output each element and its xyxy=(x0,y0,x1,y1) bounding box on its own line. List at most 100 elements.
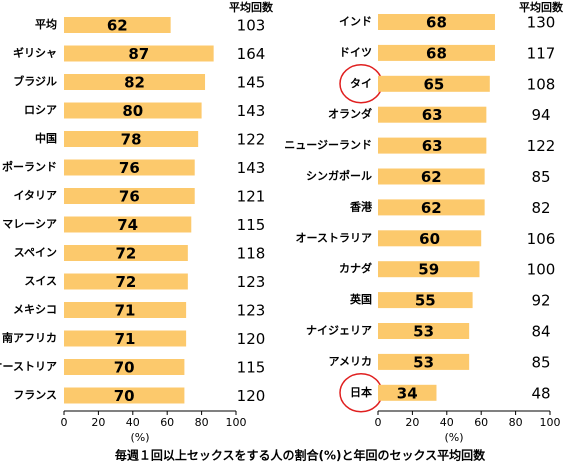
value-label: 34 xyxy=(397,384,418,402)
category-label: ギリシャ xyxy=(13,46,57,60)
category-label: インド xyxy=(339,15,372,28)
count-label: 100 xyxy=(527,261,556,279)
category-label: オランダ xyxy=(328,107,372,121)
category-label: タイ xyxy=(350,77,372,90)
value-label: 74 xyxy=(117,216,138,234)
x-axis-label: (%) xyxy=(444,431,463,444)
x-tick-label: 60 xyxy=(160,416,174,429)
count-label: 145 xyxy=(237,74,266,92)
count-label: 120 xyxy=(237,387,266,405)
value-label: 62 xyxy=(421,168,442,186)
count-label: 143 xyxy=(237,159,266,177)
x-tick-label: 0 xyxy=(61,416,68,429)
bar xyxy=(64,245,188,261)
bar xyxy=(64,387,185,404)
x-tick-label: 20 xyxy=(405,416,419,429)
value-label: 76 xyxy=(119,188,140,206)
category-label: オーストリア xyxy=(0,360,57,373)
x-axis-label: (%) xyxy=(130,431,149,444)
bar xyxy=(64,188,195,204)
count-label: 85 xyxy=(531,353,550,371)
bar xyxy=(64,302,187,318)
category-label: アメリカ xyxy=(329,355,372,368)
category-label: 香港 xyxy=(349,199,373,213)
bar xyxy=(64,330,187,347)
value-label: 70 xyxy=(114,387,135,405)
count-label: 115 xyxy=(237,359,266,377)
bar xyxy=(378,137,487,154)
count-label: 82 xyxy=(531,199,550,217)
value-label: 65 xyxy=(423,75,444,93)
value-label: 60 xyxy=(419,230,440,248)
category-label: スペイン xyxy=(14,246,57,259)
caption: 毎週１回以上セックスをする人の割合(%)と年回のセックス平均回数 xyxy=(115,448,486,463)
count-label: 123 xyxy=(237,302,266,320)
category-label: ブラジル xyxy=(13,74,57,88)
count-label: 84 xyxy=(531,323,550,341)
category-label: ポーランド xyxy=(2,160,57,174)
x-tick-label: 20 xyxy=(91,416,105,429)
category-label: シンガポール xyxy=(306,169,372,183)
x-tick-label: 40 xyxy=(126,416,140,429)
count-header: 平均回数 xyxy=(229,0,274,14)
count-label: 117 xyxy=(527,44,556,62)
count-label: 103 xyxy=(237,17,266,35)
value-label: 62 xyxy=(107,17,128,35)
bar xyxy=(378,230,482,247)
value-label: 62 xyxy=(421,199,442,217)
category-label: フランス xyxy=(13,389,57,402)
count-label: 121 xyxy=(237,188,266,206)
value-label: 87 xyxy=(128,45,149,63)
value-label: 59 xyxy=(418,261,439,279)
value-label: 53 xyxy=(413,353,434,371)
count-label: 143 xyxy=(237,102,266,120)
bar xyxy=(378,106,487,123)
x-tick-label: 80 xyxy=(509,416,523,429)
value-label: 72 xyxy=(115,245,136,263)
count-label: 108 xyxy=(527,75,556,93)
value-label: 80 xyxy=(122,102,143,120)
value-label: 78 xyxy=(121,131,142,149)
x-tick-label: 40 xyxy=(440,416,454,429)
category-label: 南アフリカ xyxy=(2,331,57,345)
category-label: 英国 xyxy=(349,292,372,306)
value-label: 63 xyxy=(422,106,443,124)
value-label: 70 xyxy=(114,359,135,377)
category-label: メキシコ xyxy=(13,303,57,316)
bar xyxy=(378,292,473,309)
category-label: ニュージーランド xyxy=(284,139,372,152)
bar xyxy=(64,45,214,62)
category-label: マレーシア xyxy=(2,218,57,231)
count-label: 120 xyxy=(237,330,266,348)
value-label: 68 xyxy=(426,44,447,62)
value-label: 68 xyxy=(426,14,447,32)
bar xyxy=(64,131,199,147)
count-label: 106 xyxy=(527,230,556,248)
count-label: 122 xyxy=(237,131,266,149)
count-label: 122 xyxy=(527,137,556,155)
x-tick-label: 100 xyxy=(540,416,561,429)
count-header: 平均回数 xyxy=(519,0,564,14)
count-label: 115 xyxy=(237,216,266,234)
count-label: 118 xyxy=(237,245,266,263)
category-label: ナイジェリア xyxy=(306,324,372,337)
category-label: ドイツ xyxy=(339,46,372,59)
category-label: スイス xyxy=(24,275,57,288)
bar xyxy=(64,74,206,90)
bar xyxy=(378,168,485,185)
category-label: オーストラリア xyxy=(296,231,372,244)
bar xyxy=(64,159,195,176)
category-label: ロシア xyxy=(24,104,57,117)
value-label: 63 xyxy=(422,137,443,155)
bar xyxy=(64,102,202,119)
bar xyxy=(378,353,470,370)
x-tick-label: 0 xyxy=(375,416,382,429)
value-label: 71 xyxy=(115,302,136,320)
count-label: 48 xyxy=(531,384,550,402)
category-label: 日本 xyxy=(350,385,372,399)
category-label: カナダ xyxy=(339,261,372,275)
value-label: 82 xyxy=(124,74,145,92)
value-label: 53 xyxy=(413,323,434,341)
category-label: 中国 xyxy=(35,131,57,145)
